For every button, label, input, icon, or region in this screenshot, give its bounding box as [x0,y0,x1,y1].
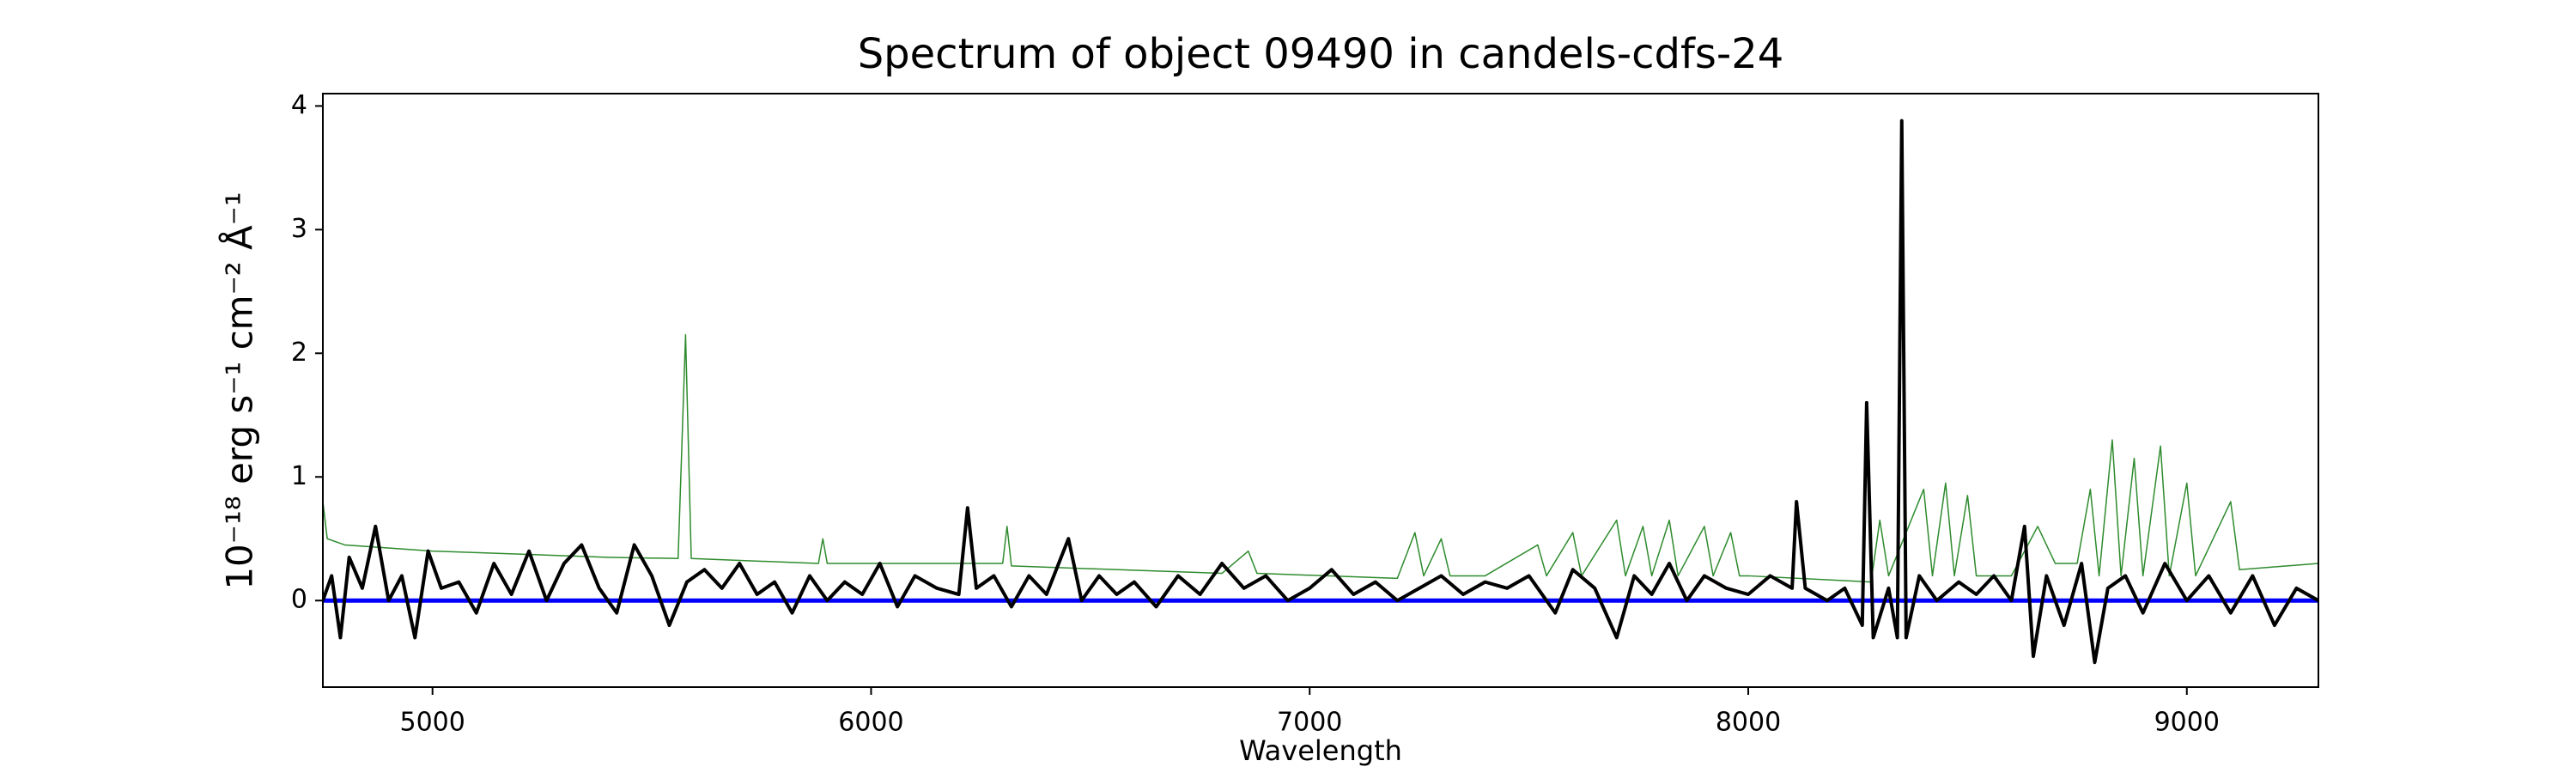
spectrum-line [323,333,2318,583]
y-tick-label: 2 [291,338,307,368]
x-tick-label: 6000 [838,708,903,738]
y-tick-label: 0 [291,585,307,615]
x-tick-label: 8000 [1716,708,1781,738]
y-tick-label: 3 [291,214,307,244]
x-tick-label: 7000 [1277,708,1342,738]
spectrum-line [323,119,2318,665]
x-tick-label: 5000 [400,708,465,738]
y-tick-label: 1 [291,461,307,491]
plot-frame [322,93,2319,688]
y-tick-label: 4 [291,90,307,120]
y-axis-label: 10⁻¹⁸ erg s⁻¹ cm⁻² Å⁻¹ [218,192,261,589]
x-axis-label: Wavelength [1239,734,1402,767]
chart-title: Spectrum of object 09490 in candels-cdfs… [858,30,1784,78]
x-tick-label: 9000 [2154,708,2220,738]
